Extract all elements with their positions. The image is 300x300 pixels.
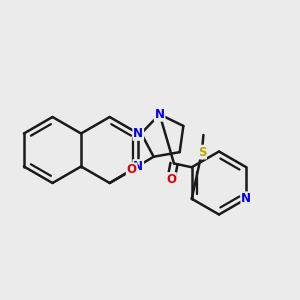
Text: O: O	[127, 164, 136, 176]
Text: O: O	[166, 173, 176, 186]
Text: N: N	[154, 108, 165, 121]
Text: N: N	[133, 160, 143, 173]
Text: N: N	[241, 192, 251, 205]
Text: N: N	[133, 127, 143, 140]
Text: S: S	[198, 146, 206, 159]
